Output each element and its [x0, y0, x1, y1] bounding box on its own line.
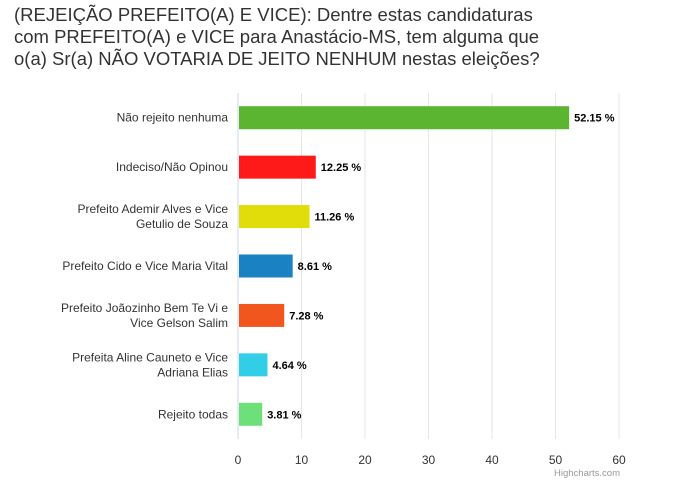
category-label-5-line-2: Vice Gelson Salim — [130, 316, 228, 330]
bar-6 — [239, 353, 268, 377]
chart-title-line-2: com PREFEITO(A) e VICE para Anastácio-MS… — [14, 26, 540, 47]
data-label-5: 7.28 % — [289, 310, 323, 322]
x-tick-label-30: 30 — [422, 453, 436, 467]
category-label-3-line-1: Prefeito Ademir Alves e Vice — [77, 202, 228, 216]
bar-5 — [239, 303, 285, 327]
x-tick-label-60: 60 — [612, 453, 626, 467]
x-tick-label-20: 20 — [358, 453, 372, 467]
category-label-6-line-1: Prefeita Aline Cauneto e Vice — [72, 350, 228, 364]
category-label-4: Prefeito Cido e Vice Maria Vital — [62, 259, 228, 273]
category-label-5-line-1: Prefeito Joãozinho Bem Te Vi e — [61, 301, 228, 315]
chart-title-line-3: o(a) Sr(a) NÃO VOTARIA DE JEITO NENHUM n… — [14, 48, 540, 69]
bar-3 — [239, 205, 310, 229]
data-label-1: 52.15 % — [574, 113, 615, 125]
highcharts-credits[interactable]: Highcharts.com — [554, 468, 620, 479]
bar-4 — [239, 254, 293, 278]
category-label-7: Rejeito todas — [158, 407, 228, 421]
x-tick-label-10: 10 — [295, 453, 309, 467]
category-label-6-line-2: Adriana Elias — [157, 365, 228, 379]
category-label-1: Não rejeito nenhuma — [117, 111, 229, 125]
data-label-6: 4.64 % — [272, 360, 306, 372]
category-label-2: Indeciso/Não Opinou — [116, 160, 228, 174]
x-tick-label-0: 0 — [235, 453, 242, 467]
data-label-3: 11.26 % — [315, 212, 355, 224]
category-label-3-line-2: Getulio de Souza — [136, 217, 228, 231]
data-label-2: 12.25 % — [321, 162, 362, 174]
x-tick-label-40: 40 — [485, 453, 499, 467]
data-label-7: 3.81 % — [267, 409, 301, 421]
bar-2 — [239, 155, 316, 179]
chart-title-line-1: (REJEIÇÃO PREFEITO(A) E VICE): Dentre es… — [14, 4, 533, 25]
chart-title: (REJEIÇÃO PREFEITO(A) E VICE): Dentre es… — [14, 4, 664, 70]
data-label-4: 8.61 % — [298, 261, 332, 273]
bar-1 — [239, 106, 570, 130]
bar-7 — [239, 402, 263, 426]
x-tick-label-50: 50 — [549, 453, 563, 467]
